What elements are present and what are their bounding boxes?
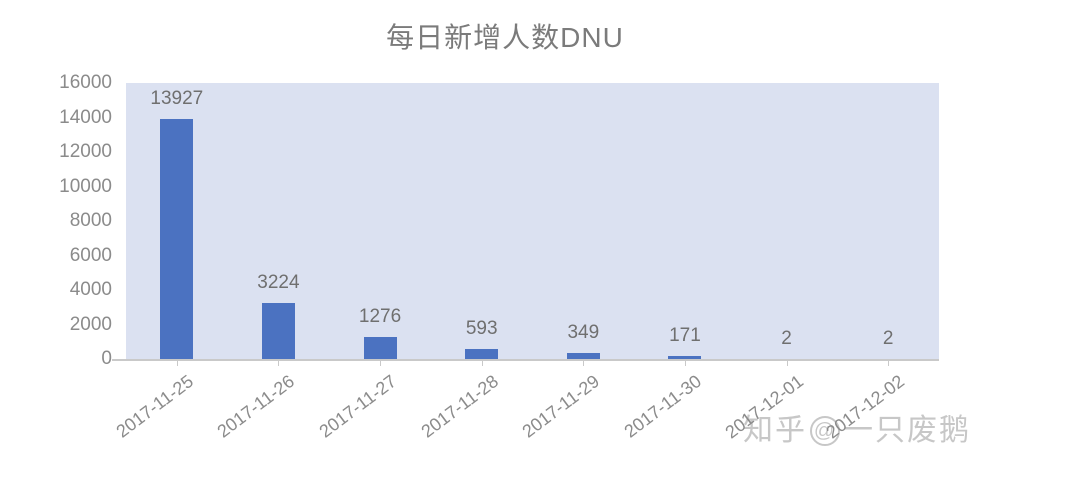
x-tick-label: 2017-11-29 — [518, 371, 604, 442]
x-tick-mark — [176, 361, 178, 366]
bar-value-label: 2 — [781, 328, 792, 349]
x-tick-label: 2017-11-28 — [417, 371, 502, 442]
x-tick-mark — [786, 361, 788, 366]
x-tick-label: 2017-11-30 — [620, 371, 705, 442]
x-tick-mark — [684, 361, 686, 366]
y-tick-label: 16000 — [59, 72, 112, 93]
watermark-suffix: 一只废鹅 — [843, 414, 971, 447]
x-tick-mark — [481, 361, 483, 366]
bar — [566, 353, 600, 359]
y-tick-label: 4000 — [69, 279, 112, 300]
watermark-at-icon: @ — [810, 416, 840, 446]
bar — [363, 337, 397, 359]
bar-value-label: 3224 — [257, 272, 300, 293]
bar — [261, 303, 295, 359]
y-tick-label: 8000 — [69, 210, 112, 231]
watermark: 知乎 @ 一只废鹅 — [743, 413, 971, 449]
bar-value-label: 349 — [567, 322, 600, 343]
bar-value-label: 1276 — [358, 306, 402, 327]
bar — [160, 119, 194, 359]
y-tick-label: 12000 — [59, 141, 112, 162]
bar-value-label: 593 — [465, 318, 498, 339]
bar-value-label: 171 — [669, 325, 701, 346]
plot-area — [126, 83, 939, 359]
y-tick-label: 0 — [101, 348, 112, 369]
x-tick-mark — [278, 361, 280, 366]
y-tick-label: 14000 — [59, 106, 112, 128]
y-tick-label: 6000 — [69, 244, 112, 266]
bar — [465, 349, 499, 359]
x-tick-mark — [583, 361, 585, 366]
x-tick-mark — [380, 361, 382, 366]
x-tick-label: 2017-11-27 — [315, 371, 401, 442]
x-tick-label: 2017-11-25 — [112, 371, 197, 442]
watermark-prefix: 知乎 — [743, 414, 807, 447]
bar — [668, 356, 702, 359]
y-tick-label: 2000 — [69, 313, 112, 335]
x-axis-line — [112, 359, 939, 361]
bar-value-label: 13927 — [150, 88, 204, 109]
bar-value-label: 2 — [882, 328, 894, 349]
x-tick-mark — [888, 361, 890, 366]
x-tick-label: 2017-11-26 — [213, 371, 299, 442]
chart-title: 每日新增人数DNU — [386, 22, 624, 53]
y-tick-label: 10000 — [59, 175, 112, 197]
